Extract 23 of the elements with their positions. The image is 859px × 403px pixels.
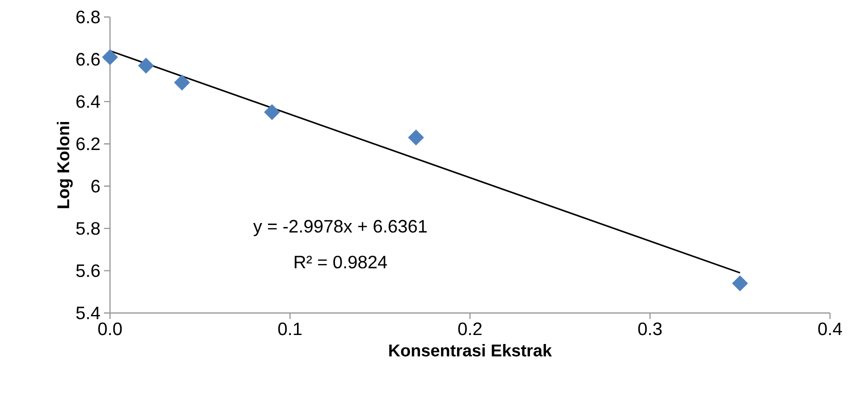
y-tick-label: 5.4 [76, 306, 100, 320]
y-tick-label: 6 [91, 180, 100, 192]
y-tick-label: 6.6 [76, 52, 100, 66]
point [102, 49, 118, 66]
y-tick-label: 6.4 [76, 95, 100, 108]
x-tick-label: 0.1 [278, 322, 302, 336]
x-axis-title: Konsentrasi Ekstrak [389, 344, 552, 356]
point [138, 58, 154, 74]
y-tick-label: 5.6 [76, 264, 100, 278]
y-tick-label: 5.8 [76, 222, 100, 235]
point [408, 130, 424, 146]
point [264, 104, 280, 120]
x-tick-label: 0.3 [638, 322, 662, 336]
annotation: y = -2.9978x + 6.6361 [253, 220, 427, 236]
x-tick-label: 0.2 [458, 322, 482, 336]
y-axis-title: Log Koloni [56, 122, 73, 208]
x-tick-label: 0.0 [98, 322, 122, 336]
y-tick-label: 6.2 [76, 137, 100, 150]
annotation: R² = 0.9824 [294, 256, 387, 268]
point [174, 74, 190, 91]
point [732, 275, 748, 292]
y-tick-label: 6.8 [76, 10, 100, 24]
x-tick-label: 0.4 [818, 322, 842, 336]
